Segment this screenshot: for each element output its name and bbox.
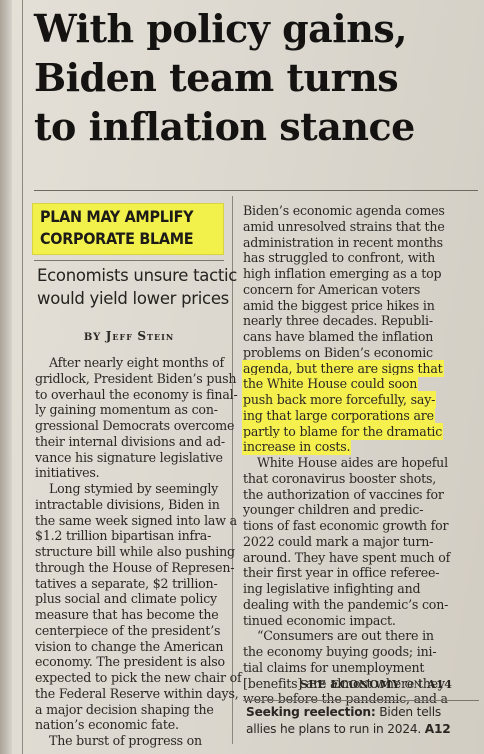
article-line: White House aides are hopeful [257, 455, 448, 470]
article-line: younger children and predic- [243, 502, 424, 518]
article-line: $1.2 trillion bipartisan infra- [35, 528, 212, 544]
article-line: ing that large corporations are [243, 407, 458, 424]
article-line: agenda, but there are signs that [243, 360, 458, 377]
deck-rule [34, 260, 224, 261]
headline-rule [34, 190, 478, 191]
article-line: gressional Democrats overcome [35, 418, 235, 433]
column-divider [232, 196, 233, 744]
article-line: through the House of Represen- [35, 559, 235, 575]
article-line: initiatives. [35, 465, 100, 481]
article-line: the authorization of vaccines for [243, 486, 444, 502]
article-line: 2022 could mark a major turn- [243, 533, 434, 549]
article-line: structure bill while also pushing [35, 544, 235, 559]
article-line: [benefits] are almost where they [243, 675, 445, 691]
article-line: tatives a separate, $2 trillion- [35, 575, 218, 591]
byline-by: BY [83, 332, 102, 343]
article-line: intractable divisions, Biden in [35, 496, 220, 512]
article-line: tions of fast economic growth for [243, 518, 449, 533]
tease-text-2: allies he plans to run in 2024. [246, 722, 422, 736]
kicker: PLAN MAY AMPLIFY CORPORATE BLAME [40, 206, 225, 250]
article-line: economy. The president is also [35, 654, 225, 670]
article-line: the economy buying goods; ini- [243, 644, 437, 659]
article-line: administration in recent months [243, 234, 443, 250]
article-line: Long stymied by seemingly [49, 481, 219, 496]
article-line: high inflation emerging as a top [243, 266, 442, 281]
tease: Seeking reelection: Biden tells allies h… [246, 704, 482, 738]
article-line: vance his signature legislative [35, 449, 223, 465]
highlighted-text: push back more forcefully, say- [243, 392, 436, 407]
article-line: has struggled to confront, with [243, 250, 436, 266]
page-border-rule [22, 0, 23, 754]
article-line: the same week signed into law a [35, 512, 237, 528]
article-line: were before the pandemic, and a [243, 691, 448, 707]
highlighted-text: partly to blame for the dramatic [243, 423, 443, 439]
article-line: amid the biggest price hikes in [243, 297, 435, 313]
tease-label: Seeking reelection: [246, 705, 376, 719]
deck-line-2: would yield lower prices [37, 289, 229, 308]
article-line: nation’s economic fate. [35, 717, 179, 733]
article-line: partly to blame for the dramatic [243, 423, 458, 440]
kicker-line-1: PLAN MAY AMPLIFY [40, 207, 194, 226]
tease-text: Biden tells [375, 705, 442, 719]
headline: With policy gains, Biden team turns to i… [34, 4, 480, 151]
tease-rule [243, 700, 479, 701]
byline-first-name: Jeff [105, 329, 133, 343]
headline-line-1: With policy gains, [34, 6, 407, 51]
article-line: around. They have spent much of [243, 549, 451, 565]
article-line: measure that has become the [35, 607, 219, 622]
article-line: that coronavirus booster shots, [243, 470, 437, 486]
highlighted-text: ing that large corporations are [243, 407, 434, 423]
headline-line-3: to inflation stance [34, 104, 415, 149]
article-line: amid unresolved strains that the [243, 218, 445, 234]
jump-on: ON [404, 680, 423, 691]
article-line: dealing with the pandemic’s con- [243, 596, 449, 612]
article-column-right: Biden’s economic agenda comes amid unreso… [243, 203, 458, 707]
kicker-line-2: CORPORATE BLAME [40, 229, 194, 248]
article-line: push back more forcefully, say- [243, 392, 458, 408]
article-line: tial claims for unemployment [243, 659, 425, 675]
article-line: their internal divisions and ad- [35, 433, 225, 449]
deck-line-1: Economists unsure tactic [37, 266, 238, 285]
article-line: problems on Biden’s economic [243, 344, 433, 360]
article-line: “Consumers are out there in [257, 628, 434, 644]
deck: Economists unsure tactic would yield low… [37, 264, 238, 310]
article-line: a major decision shaping the [35, 701, 214, 717]
tease-page: A12 [424, 722, 451, 736]
article-line: plus social and climate policy [35, 591, 217, 607]
article-line: centerpiece of the president’s [35, 622, 221, 638]
article-line: concern for American voters [243, 281, 421, 297]
jump-section: ECONOMY [330, 678, 401, 691]
article-line: to overhaul the economy is final- [35, 386, 238, 402]
highlighted-text: agenda, but there are signs that [243, 360, 443, 376]
article-line: ing legislative infighting and [243, 581, 421, 596]
headline-line-2: Biden team turns [34, 55, 399, 100]
jump-page: A14 [427, 678, 453, 691]
article-line: cans have blamed the inflation [243, 329, 434, 344]
article-line: vision to change the American [35, 638, 224, 654]
article-line: the Federal Reserve within days, [35, 685, 239, 701]
article-line: Biden’s economic agenda comes [243, 203, 445, 218]
article-line: increase in costs. [243, 439, 458, 455]
article-line: tinued economic impact. [243, 612, 396, 628]
article-line: ly gaining momentum as con- [35, 402, 218, 418]
page-edge-shadow [0, 0, 12, 754]
byline-last-name: Stein [137, 329, 175, 343]
article-line: their first year in office referee- [243, 565, 440, 581]
article-column-left: After nearly eight months of gridlock, Pr… [35, 355, 242, 749]
jump-line: SEE ECONOMY ON A14 [300, 678, 480, 691]
article-line: nearly three decades. Republi- [243, 313, 433, 329]
article-line: gridlock, President Biden’s push [35, 370, 237, 386]
jump-see: SEE [300, 678, 327, 691]
highlighted-text: the White House could soon [243, 376, 418, 392]
byline: BY Jeff Stein [34, 329, 224, 343]
article-line: the White House could soon [243, 376, 458, 392]
article-line: After nearly eight months of [49, 355, 224, 370]
kicker-highlight [33, 204, 223, 254]
highlighted-text: increase in costs. [243, 439, 351, 455]
article-line: The burst of progress on [49, 733, 202, 748]
article-line: expected to pick the new chair of [35, 670, 242, 685]
